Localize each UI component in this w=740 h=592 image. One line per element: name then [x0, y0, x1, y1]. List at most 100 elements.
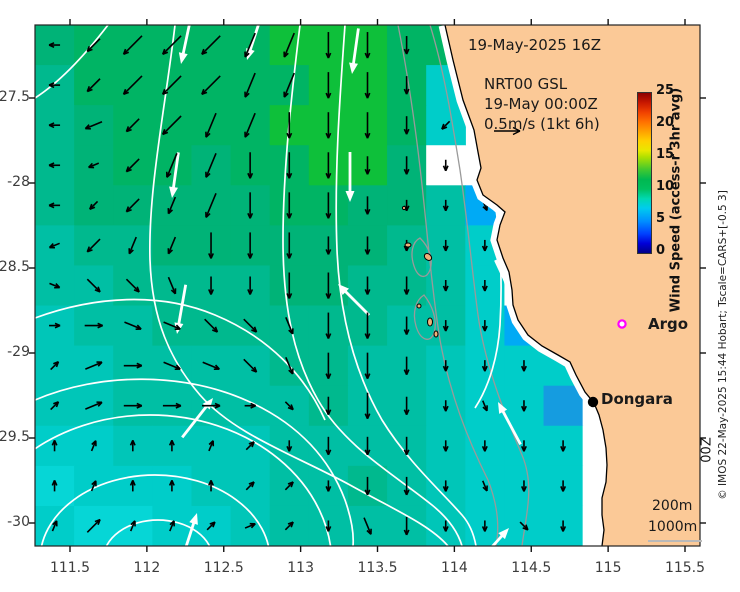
wind-arrow	[403, 476, 410, 496]
wind-arrow	[364, 476, 371, 496]
wind-arrow	[202, 361, 220, 371]
wind-arrow	[205, 112, 217, 138]
wind-arrow	[85, 361, 103, 370]
wind-arrow	[208, 480, 215, 492]
scale-arrow-icon	[494, 126, 521, 136]
tick-label: -28	[7, 174, 30, 190]
wind-arrow	[284, 521, 294, 531]
time-mark-label: 00Z	[699, 437, 715, 463]
wind-arrow	[48, 82, 61, 89]
wind-arrow	[442, 480, 449, 492]
wind-arrow	[208, 232, 215, 259]
current-arrow	[169, 152, 180, 198]
wind-arrow	[325, 520, 332, 532]
wind-arrow	[48, 122, 61, 129]
wind-arrow	[364, 112, 371, 139]
wind-arrow	[51, 439, 58, 452]
wind-arrow	[208, 440, 215, 452]
wind-arrow	[364, 156, 371, 175]
colorbar-tick: 15	[656, 147, 675, 162]
wind-arrow	[560, 440, 567, 452]
depth-contour-sample-line	[648, 540, 702, 542]
wind-arrow	[286, 232, 293, 259]
current-arrow	[498, 402, 522, 446]
bathymetry-contours	[397, 25, 530, 546]
wind-arrow	[325, 72, 332, 99]
wind-arrow	[86, 278, 101, 293]
wind-arrow	[364, 312, 371, 339]
wind-arrow	[167, 196, 177, 215]
wind-arrow	[442, 440, 449, 452]
abrolhos-islands	[401, 205, 439, 338]
wind-arrow	[86, 38, 101, 53]
wind-arrow	[201, 75, 221, 96]
wind-arrow	[48, 162, 61, 169]
tick-label: 114.5	[511, 560, 552, 576]
wind-arrow	[560, 480, 567, 492]
wind-arrow	[520, 440, 527, 452]
colorbar-tick: 10	[656, 179, 675, 194]
colorbar-tick: 5	[656, 211, 666, 226]
wind-arrow	[125, 118, 140, 133]
wind-arrow	[325, 192, 332, 219]
wind-arrow	[284, 481, 294, 491]
wind-arrow	[442, 360, 449, 372]
wind-arrow	[161, 115, 182, 136]
wind-arrow	[325, 312, 332, 339]
wind-arrow	[286, 192, 293, 219]
wind-arrow	[128, 236, 137, 255]
wind-arrow	[88, 162, 100, 169]
wind-arrow	[403, 156, 410, 175]
wind-arrow	[90, 440, 97, 452]
wind-arrow	[364, 32, 371, 59]
wind-arrow	[247, 232, 254, 259]
wind-arrow	[481, 360, 488, 372]
dongara-label: Dongara	[601, 390, 673, 408]
wind-arrow	[520, 360, 527, 372]
wind-arrow	[403, 516, 410, 536]
wind-arrow	[520, 400, 527, 412]
wind-arrow	[520, 480, 527, 492]
wind-arrow	[162, 402, 182, 409]
wind-arrow	[442, 520, 449, 532]
wind-arrow	[84, 322, 104, 329]
wind-arrow	[284, 401, 294, 411]
wind-arrow	[442, 159, 449, 172]
wind-arrow	[165, 152, 178, 178]
tick-label: 113	[287, 560, 314, 576]
wind-arrow	[86, 518, 101, 533]
wind-arrow	[243, 358, 258, 373]
wind-arrow	[168, 439, 175, 452]
wind-arrow	[49, 282, 61, 289]
wind-arrow	[125, 198, 140, 213]
wind-arrow	[163, 321, 181, 330]
colorbar[interactable]	[637, 92, 652, 254]
credit-text: © IMOS 22-May-2025 15:44 Hobart; Tscale=…	[717, 190, 729, 500]
wind-arrow	[482, 480, 488, 492]
colorbar-tick: 25	[656, 83, 675, 98]
wind-arrow	[201, 35, 221, 55]
argo-marker[interactable]	[617, 319, 627, 329]
wind-arrow	[243, 318, 258, 333]
colorbar-tick: 0	[656, 243, 666, 258]
wind-arrow	[403, 436, 410, 456]
argo-label[interactable]: Argo	[648, 315, 689, 333]
wind-arrow	[206, 521, 216, 531]
wind-arrow	[49, 322, 61, 329]
wind-arrow	[442, 199, 449, 212]
wind-arrow	[244, 402, 256, 409]
wind-arrow	[403, 356, 410, 375]
wind-arrow	[167, 236, 177, 255]
wind-arrow	[247, 152, 254, 179]
coastline	[444, 25, 608, 546]
wind-arrow	[364, 72, 371, 99]
tick-label: -30	[7, 514, 30, 530]
wind-arrow	[244, 72, 256, 98]
wind-arrow	[124, 321, 142, 330]
wind-arrow	[244, 32, 256, 58]
wind-arrow	[481, 280, 488, 292]
wind-arrow	[122, 75, 143, 96]
tick-label: 112.5	[203, 560, 244, 576]
wind-arrow	[84, 121, 103, 130]
